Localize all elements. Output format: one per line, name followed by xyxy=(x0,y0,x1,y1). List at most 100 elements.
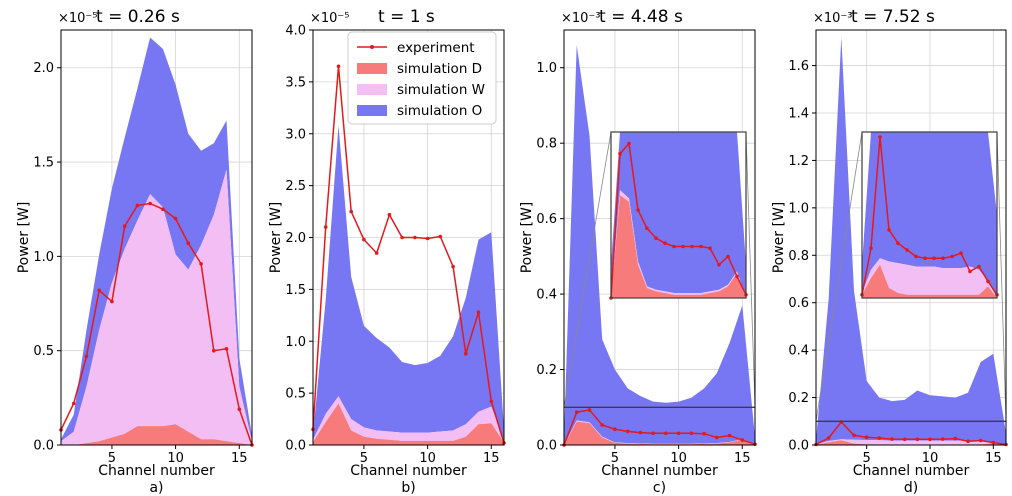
y-tick-label: 1.2 xyxy=(788,154,809,169)
inset-experiment-point xyxy=(941,256,945,261)
experiment-point xyxy=(110,299,114,304)
inset-experiment-point xyxy=(896,241,900,245)
x-tick-label: 15 xyxy=(231,451,248,466)
inset-experiment-point xyxy=(905,248,909,252)
experiment-point xyxy=(489,399,494,404)
inset-experiment-line xyxy=(610,141,747,299)
simulation-w-area xyxy=(313,396,504,443)
y-tick-label: 1.6 xyxy=(788,59,809,74)
inset-experiment-point xyxy=(726,254,730,259)
experiment-point xyxy=(97,288,101,293)
experiment-point xyxy=(877,436,882,440)
chart-panel-a: 5 10 15 0.0 0.5 1.0 1.5 2.0 ×10⁻⁵t = 0.26 s Chann… xyxy=(16,7,254,496)
experiment-line xyxy=(312,66,505,444)
y-tick-label: 1.5 xyxy=(285,283,306,298)
inset-experiment-point xyxy=(923,256,927,261)
inset-experiment-point xyxy=(986,279,990,284)
y-tick-label: 1.5 xyxy=(33,156,54,171)
axis-multiplier: ×10⁻³ xyxy=(561,11,601,26)
axis-multiplier: ×10⁻⁵ xyxy=(58,11,98,26)
chart-title: t = 0.26 s xyxy=(96,7,180,27)
x-axis-label: Channel number xyxy=(350,463,467,479)
legend-simulation-w-swatch xyxy=(357,84,387,95)
experiment-point xyxy=(664,431,668,436)
inset-experiment-point xyxy=(932,256,936,261)
x-tick-label: 15 xyxy=(985,451,1002,466)
legend-simulation-w-label: simulation W xyxy=(397,82,485,98)
inset-experiment-point xyxy=(869,246,873,250)
experiment-point xyxy=(173,216,178,221)
experiment-point xyxy=(613,427,617,432)
chart-panel-c: 5 10 15 0.0 0.2 0.4 0.6 0.8 1.0 ×10⁻³t = 4.48 s Ch… xyxy=(519,7,757,496)
inset-experiment-point xyxy=(699,244,703,249)
experiment-point xyxy=(574,410,579,415)
experiment-point xyxy=(336,64,341,69)
experiment-point xyxy=(374,251,379,255)
y-tick-label: 0.4 xyxy=(536,288,557,303)
experiment-point xyxy=(953,436,958,441)
x-tick-label: 5 xyxy=(611,451,619,466)
simulation-o-area xyxy=(816,37,1006,445)
panel-label: d) xyxy=(904,480,918,496)
experiment-point xyxy=(902,437,907,442)
y-tick-label: 3.5 xyxy=(285,75,306,90)
inset-simulation-d-area xyxy=(862,264,997,298)
y-tick-label: 0.2 xyxy=(536,363,557,378)
y-tick-label: 0.0 xyxy=(285,439,306,454)
experiment-point xyxy=(864,435,869,440)
experiment-point xyxy=(966,439,970,444)
experiment-point xyxy=(438,234,443,239)
y-tick-label: 3.0 xyxy=(285,127,306,142)
zoom-inset xyxy=(609,131,748,300)
x-tick-label: 10 xyxy=(419,451,436,466)
simulation-o-area xyxy=(61,37,252,442)
inset-experiment-point xyxy=(627,141,631,146)
legend-simulation-o-label: simulation O xyxy=(397,103,482,119)
y-tick-label: 0.8 xyxy=(536,137,557,152)
y-tick-label: 1.4 xyxy=(788,107,809,122)
inset-experiment-point xyxy=(950,254,954,259)
x-tick-label: 10 xyxy=(167,451,184,466)
chart-title: t = 7.52 s xyxy=(851,7,935,27)
y-tick-label: 0.6 xyxy=(788,296,809,311)
simulation-o-area xyxy=(564,45,755,445)
inset-experiment-line xyxy=(861,136,998,296)
y-axis-label: Power [W] xyxy=(16,202,32,274)
experiment-point xyxy=(186,241,191,245)
experiment-point xyxy=(400,235,404,240)
axes-frame xyxy=(60,29,253,446)
experiment-line xyxy=(563,409,756,446)
inset-experiment-point xyxy=(663,241,667,245)
inset-experiment-point xyxy=(977,264,981,269)
experiment-line xyxy=(60,202,253,446)
inset-experiment-point xyxy=(914,254,918,259)
zoom-connector-right xyxy=(996,131,1007,422)
experiment-point xyxy=(676,431,681,436)
x-tick-label: 15 xyxy=(734,451,751,466)
inset-experiment-point xyxy=(618,151,622,156)
y-tick-label: 1.0 xyxy=(285,335,306,350)
inset-experiment-point xyxy=(968,269,972,274)
experiment-point xyxy=(71,401,76,406)
experiment-point xyxy=(237,407,242,412)
inset-simulation-d-area xyxy=(611,195,746,298)
experiment-point xyxy=(122,224,127,228)
experiment-point xyxy=(727,433,732,438)
experiment-point xyxy=(651,431,655,436)
y-tick-label: 1.0 xyxy=(788,201,809,216)
experiment-point xyxy=(135,203,140,208)
experiment-point xyxy=(362,237,366,242)
inset-experiment-point xyxy=(708,246,712,250)
experiment-point xyxy=(991,440,996,445)
y-tick-label: 0.2 xyxy=(788,391,809,406)
y-tick-label: 0.5 xyxy=(33,344,54,359)
x-tick-label: 10 xyxy=(922,451,939,466)
y-tick-label: 0.8 xyxy=(788,249,809,264)
inset-experiment-point xyxy=(636,208,640,212)
x-tick-label: 5 xyxy=(863,451,871,466)
chart-panel-d: 5 10 15 0.0 0.2 0.4 0.6 0.8 1.0 1.2 1.4 1.6 ×10⁻³t =… xyxy=(771,7,1008,496)
inset-experiment-point xyxy=(654,236,658,240)
experiment-point xyxy=(476,310,481,315)
experiment-point xyxy=(890,437,894,441)
experiment-point xyxy=(212,348,216,353)
